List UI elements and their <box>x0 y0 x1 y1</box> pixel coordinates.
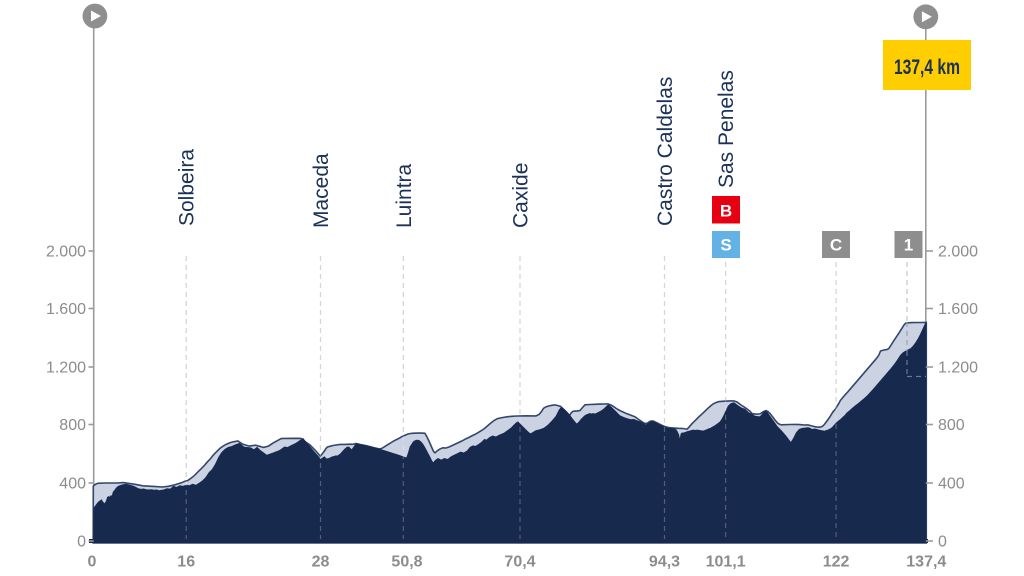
svg-text:400: 400 <box>59 476 86 493</box>
svg-text:1.200: 1.200 <box>938 360 978 377</box>
svg-text:Maceda: Maceda <box>310 153 333 228</box>
svg-text:Caxide: Caxide <box>510 163 533 228</box>
svg-text:Solbeira: Solbeira <box>176 149 199 226</box>
svg-text:94,3: 94,3 <box>649 554 680 571</box>
svg-text:400: 400 <box>938 476 965 493</box>
svg-text:S: S <box>720 236 731 255</box>
svg-text:Castro Caldelas: Castro Caldelas <box>654 77 677 226</box>
svg-text:1.600: 1.600 <box>938 301 978 318</box>
svg-text:122: 122 <box>823 554 850 571</box>
svg-text:137,4: 137,4 <box>906 554 946 571</box>
svg-text:2.000: 2.000 <box>938 244 978 261</box>
svg-text:2.000: 2.000 <box>46 244 86 261</box>
svg-text:16: 16 <box>177 554 195 571</box>
svg-text:0: 0 <box>77 534 86 551</box>
svg-text:1.600: 1.600 <box>46 301 86 318</box>
svg-text:800: 800 <box>59 417 86 434</box>
svg-text:0: 0 <box>88 554 97 571</box>
svg-text:1: 1 <box>904 236 913 255</box>
svg-text:101,1: 101,1 <box>706 554 746 571</box>
svg-text:50,8: 50,8 <box>391 554 422 571</box>
svg-text:1.200: 1.200 <box>46 360 86 377</box>
svg-text:C: C <box>830 236 842 255</box>
svg-text:Sas Penelas: Sas Penelas <box>715 70 738 188</box>
svg-text:B: B <box>720 202 732 221</box>
svg-text:137,4 km: 137,4 km <box>894 55 960 79</box>
svg-text:0: 0 <box>938 534 947 551</box>
svg-text:Luintra: Luintra <box>393 163 416 228</box>
svg-text:800: 800 <box>938 417 965 434</box>
svg-text:70,4: 70,4 <box>504 554 535 571</box>
svg-text:28: 28 <box>312 554 330 571</box>
